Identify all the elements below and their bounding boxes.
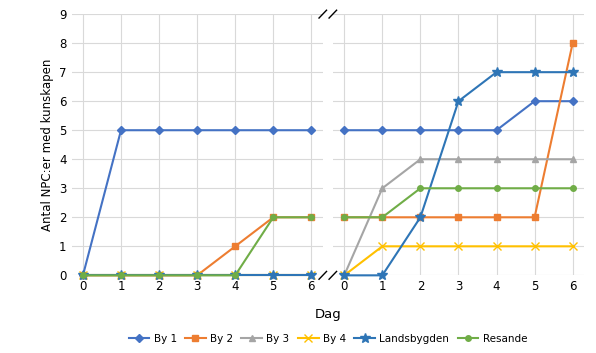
Legend: By 1, By 2, By 3, By 4, Landsbygden, Resande: By 1, By 2, By 3, By 4, Landsbygden, Res… <box>125 329 531 348</box>
Resande <box>270 215 277 220</box>
Landsbygden <box>156 273 163 277</box>
By 1 <box>232 128 239 132</box>
By 2 <box>232 244 239 249</box>
By 4 <box>156 273 163 277</box>
By 3 <box>270 273 277 277</box>
By 1 <box>156 128 163 132</box>
Landsbygden <box>194 273 201 277</box>
Line: Landsbygden: Landsbygden <box>78 270 316 280</box>
By 2 <box>270 215 277 220</box>
Resande <box>79 273 86 277</box>
Landsbygden <box>270 273 277 277</box>
By 4 <box>270 273 277 277</box>
By 3 <box>308 273 315 277</box>
By 4 <box>194 273 201 277</box>
By 2 <box>79 273 86 277</box>
By 3 <box>79 273 86 277</box>
By 1 <box>308 128 315 132</box>
Resande <box>232 273 239 277</box>
By 1 <box>117 128 125 132</box>
By 2 <box>156 273 163 277</box>
Landsbygden <box>232 273 239 277</box>
By 1 <box>270 128 277 132</box>
Line: Resande: Resande <box>80 215 314 278</box>
By 3 <box>117 273 125 277</box>
By 3 <box>156 273 163 277</box>
By 2 <box>117 273 125 277</box>
By 4 <box>232 273 239 277</box>
By 3 <box>194 273 201 277</box>
By 4 <box>308 273 315 277</box>
By 3 <box>232 273 239 277</box>
Landsbygden <box>79 273 86 277</box>
By 2 <box>194 273 201 277</box>
By 1 <box>194 128 201 132</box>
By 1 <box>79 273 86 277</box>
Text: Dag: Dag <box>315 308 341 321</box>
Line: By 3: By 3 <box>80 273 314 278</box>
Landsbygden <box>308 273 315 277</box>
Line: By 2: By 2 <box>80 215 314 278</box>
Resande <box>156 273 163 277</box>
Resande <box>308 215 315 220</box>
By 4 <box>79 273 86 277</box>
Landsbygden <box>117 273 125 277</box>
By 4 <box>117 273 125 277</box>
Line: By 1: By 1 <box>80 127 314 278</box>
By 2 <box>308 215 315 220</box>
Y-axis label: Antal NPC:er med kunskapen: Antal NPC:er med kunskapen <box>41 59 54 231</box>
Line: By 4: By 4 <box>79 271 315 280</box>
Resande <box>117 273 125 277</box>
Resande <box>194 273 201 277</box>
